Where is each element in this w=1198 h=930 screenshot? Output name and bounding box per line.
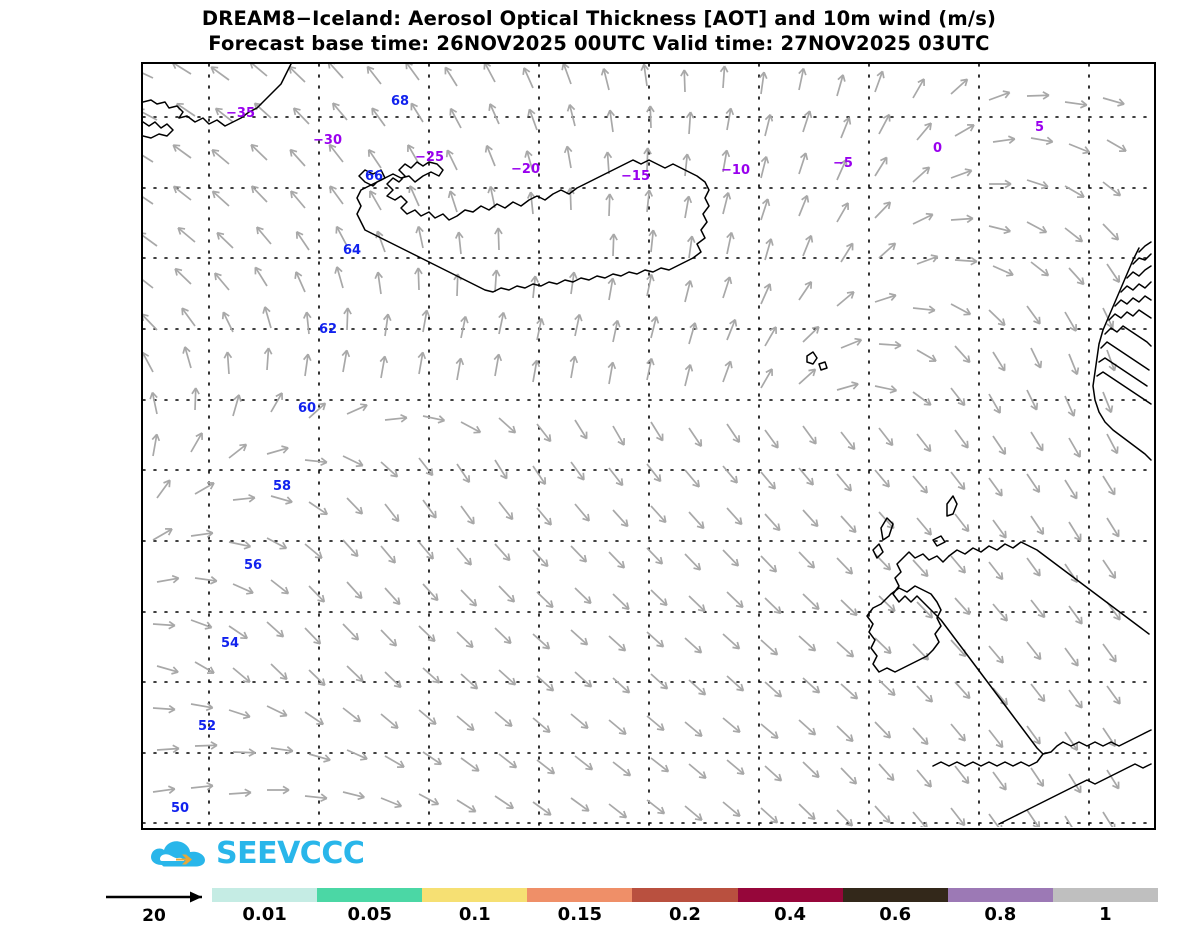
colorbar-segment[interactable] xyxy=(422,888,528,902)
map-panel[interactable]: −35 −30 −25 −20 −15 −10 −5 0 5 68 66 64 … xyxy=(141,62,1156,830)
aot-colorbar-labels: 0.01 0.05 0.1 0.15 0.2 0.4 0.6 0.8 1 xyxy=(212,904,1158,930)
colorbar-segment[interactable] xyxy=(212,888,318,902)
coastlines xyxy=(143,64,1152,825)
lat-label-66: 66 xyxy=(365,169,384,184)
greenland-coast xyxy=(143,64,292,127)
lat-label-52: 52 xyxy=(198,719,217,734)
colorbar-segment[interactable] xyxy=(1052,888,1158,902)
shetland-islands xyxy=(946,495,958,517)
lon-label-5: 5 xyxy=(1035,120,1045,135)
lat-label-62: 62 xyxy=(319,322,338,337)
lon-label--30: −30 xyxy=(313,133,342,148)
lon-label--5: −5 xyxy=(833,156,853,171)
colorbar-segment[interactable] xyxy=(737,888,843,902)
colorbar-segment[interactable] xyxy=(632,888,738,902)
great-britain-coast xyxy=(892,551,1152,767)
ireland-coast xyxy=(866,585,942,673)
lon-label-0: 0 xyxy=(933,141,943,156)
lon-label--35: −35 xyxy=(226,106,255,121)
faroe-islands xyxy=(806,351,818,365)
colorbar-segment[interactable] xyxy=(527,888,633,902)
greenland-inlet xyxy=(143,121,174,139)
north-sea-coast xyxy=(948,541,1150,635)
title-line-times: Forecast base time: 26NOV2025 00UTC Vali… xyxy=(208,32,990,55)
lat-label-64: 64 xyxy=(343,243,362,258)
colorbar-tick-label: 0.4 xyxy=(774,904,807,925)
outer-hebrides xyxy=(880,517,894,541)
norway-main-coastline xyxy=(1092,247,1152,461)
logo-text: SEEVCCC xyxy=(216,836,365,871)
colorbar-segment[interactable] xyxy=(842,888,948,902)
wind-scale-value: 20 xyxy=(142,906,166,926)
colorbar-tick-label: 0.1 xyxy=(458,904,491,925)
lon-label--25: −25 xyxy=(415,150,444,165)
colorbar-tick-label: 0.01 xyxy=(242,904,287,925)
colorbar-tick-label: 0.15 xyxy=(557,904,603,925)
iceland-westfjords xyxy=(358,169,386,187)
colorbar-tick-label: 0.8 xyxy=(984,904,1017,925)
norway-coast xyxy=(1096,241,1152,405)
lat-label-56: 56 xyxy=(244,558,263,573)
wind-scale-reference: 20 xyxy=(106,890,218,928)
colorbar-tick-label: 0.05 xyxy=(347,904,392,925)
map-canvas xyxy=(143,64,1153,827)
aot-colorbar[interactable] xyxy=(212,888,1158,902)
lat-label-60: 60 xyxy=(298,401,317,416)
page-title: DREAM8−Iceland: Aerosol Optical Thicknes… xyxy=(0,6,1198,56)
iceland-coast xyxy=(356,159,710,293)
wind-scale-arrow-icon xyxy=(106,891,202,903)
hebrides-south xyxy=(872,543,884,559)
cloud-icon xyxy=(151,841,205,867)
lat-label-58: 58 xyxy=(273,479,292,494)
title-line-variable: DREAM8−Iceland: Aerosol Optical Thicknes… xyxy=(201,7,997,30)
lon-label--15: −15 xyxy=(621,169,650,184)
colorbar-tick-label: 1 xyxy=(1099,904,1112,925)
lat-label-54: 54 xyxy=(221,636,240,651)
orkney-islands xyxy=(932,535,946,547)
colorbar-segment[interactable] xyxy=(317,888,423,902)
lon-label--10: −10 xyxy=(721,163,750,178)
continental-coast xyxy=(998,763,1152,825)
colorbar-tick-label: 0.2 xyxy=(669,904,701,925)
colorbar-segment[interactable] xyxy=(947,888,1053,902)
seevccc-logo: SEEVCCC xyxy=(148,836,365,871)
faroe-islands-south xyxy=(818,361,828,371)
colorbar-tick-label: 0.6 xyxy=(879,904,912,925)
lat-label-68: 68 xyxy=(391,94,410,109)
lat-label-50: 50 xyxy=(171,801,190,816)
lon-label--20: −20 xyxy=(511,162,540,177)
